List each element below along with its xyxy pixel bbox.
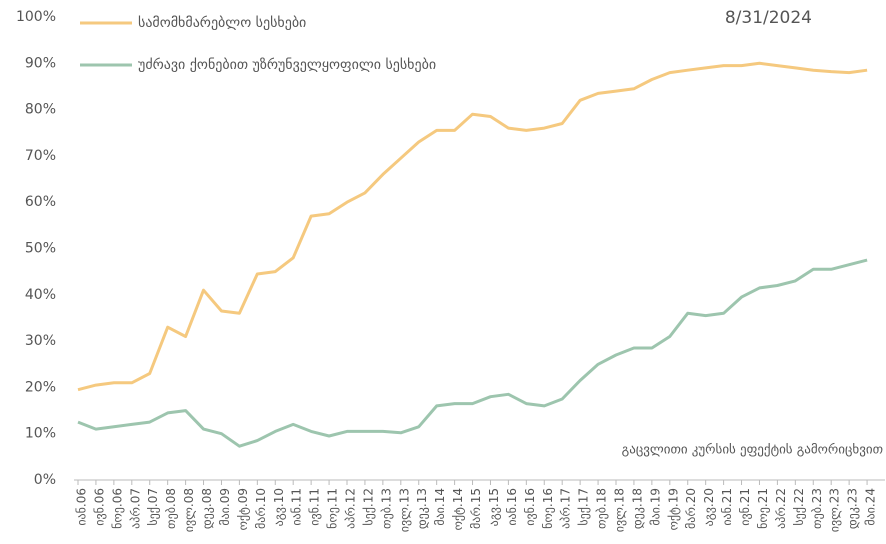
x-tick-label: თებ.23 (810, 488, 824, 529)
x-tick-label: ოქტ.14 (451, 488, 465, 531)
x-tick-label: აპრ.17 (559, 488, 573, 529)
x-tick-label: ივნ.21 (738, 488, 752, 526)
x-tick-label: თებ.08 (164, 488, 178, 529)
x-tick-label: ივლ.23 (828, 488, 842, 532)
series-line (77, 61, 868, 392)
x-tick-label: სექ.22 (792, 488, 806, 526)
x-tick-label: თებ.18 (595, 488, 609, 529)
x-tick-label: მაი.24 (864, 488, 878, 526)
x-tick-label: აპრ.07 (128, 488, 142, 529)
x-tick-label: ივლ.08 (182, 488, 196, 532)
x-tick-label: სექ.07 (146, 488, 160, 526)
x-tick-label: ნოე.16 (541, 488, 555, 529)
x-tick-label: ოქტ.09 (236, 488, 250, 531)
x-tick-label: აგვ.20 (702, 488, 716, 526)
y-tick-label: 40% (25, 287, 56, 303)
x-tick-label: დეკ.08 (200, 488, 214, 529)
x-tick-label: მაი.19 (648, 488, 662, 526)
y-tick-label: 0% (34, 472, 56, 488)
x-tick-label: სექ.17 (577, 488, 591, 526)
x-tick-label: სექ.12 (361, 488, 375, 526)
x-tick-label: ივლ.18 (613, 488, 627, 532)
x-tick-label: იან.11 (290, 488, 304, 526)
y-tick-label: 30% (25, 333, 56, 349)
x-tick-label: ივლ.13 (397, 488, 411, 532)
x-tick-label: თებ.13 (379, 488, 393, 529)
x-tick-label: იან.21 (720, 488, 734, 526)
y-tick-label: 10% (25, 426, 56, 442)
y-tick-label: 60% (25, 194, 56, 210)
x-tick-label: აპრ.12 (344, 488, 358, 529)
x-tick-label: მარ.15 (469, 488, 483, 529)
x-tick-label: აგვ.10 (272, 488, 286, 526)
x-tick-label: ივნ.06 (92, 488, 106, 526)
x-tick-label: დეკ.23 (846, 488, 860, 529)
legend-label: სამომხმარებლო სესხები (138, 14, 306, 31)
y-tick-label: 80% (25, 102, 56, 118)
x-tick-label: ნოე.21 (756, 488, 770, 529)
x-tick-label: იან.06 (75, 488, 89, 526)
y-tick-label: 20% (25, 379, 56, 395)
date-label: 8/31/2024 (725, 8, 812, 28)
series-line (77, 258, 868, 448)
x-tick-label: იან.16 (505, 488, 519, 526)
x-tick-label: მარ.20 (684, 488, 698, 529)
x-tick-label: მაი.14 (433, 488, 447, 526)
x-tick-label: ივნ.11 (308, 488, 322, 526)
y-tick-label: 70% (25, 148, 56, 164)
x-tick-label: ნოე.06 (110, 488, 124, 529)
x-tick-label: დეკ.13 (415, 488, 429, 529)
x-tick-label: ივნ.16 (523, 488, 537, 526)
y-tick-label: 90% (25, 55, 56, 71)
x-tick-label: ოქტ.19 (666, 488, 680, 531)
x-tick-label: ნოე.11 (326, 488, 340, 529)
y-tick-label: 100% (16, 9, 56, 25)
x-tick-label: აპრ.22 (774, 488, 788, 529)
note: გაცვლითი კურსის ეფექტის გამორიცხვით (622, 443, 883, 458)
legend-label: უძრავი ქონებით უზრუნველყოფილი სესხები (138, 56, 436, 73)
x-tick-label: მაი.09 (218, 488, 232, 526)
x-tick-label: მარ.10 (254, 488, 268, 529)
x-tick-label: დეკ.18 (630, 488, 644, 529)
x-tick-label: აგვ.15 (487, 488, 501, 526)
y-tick-label: 50% (25, 241, 56, 257)
